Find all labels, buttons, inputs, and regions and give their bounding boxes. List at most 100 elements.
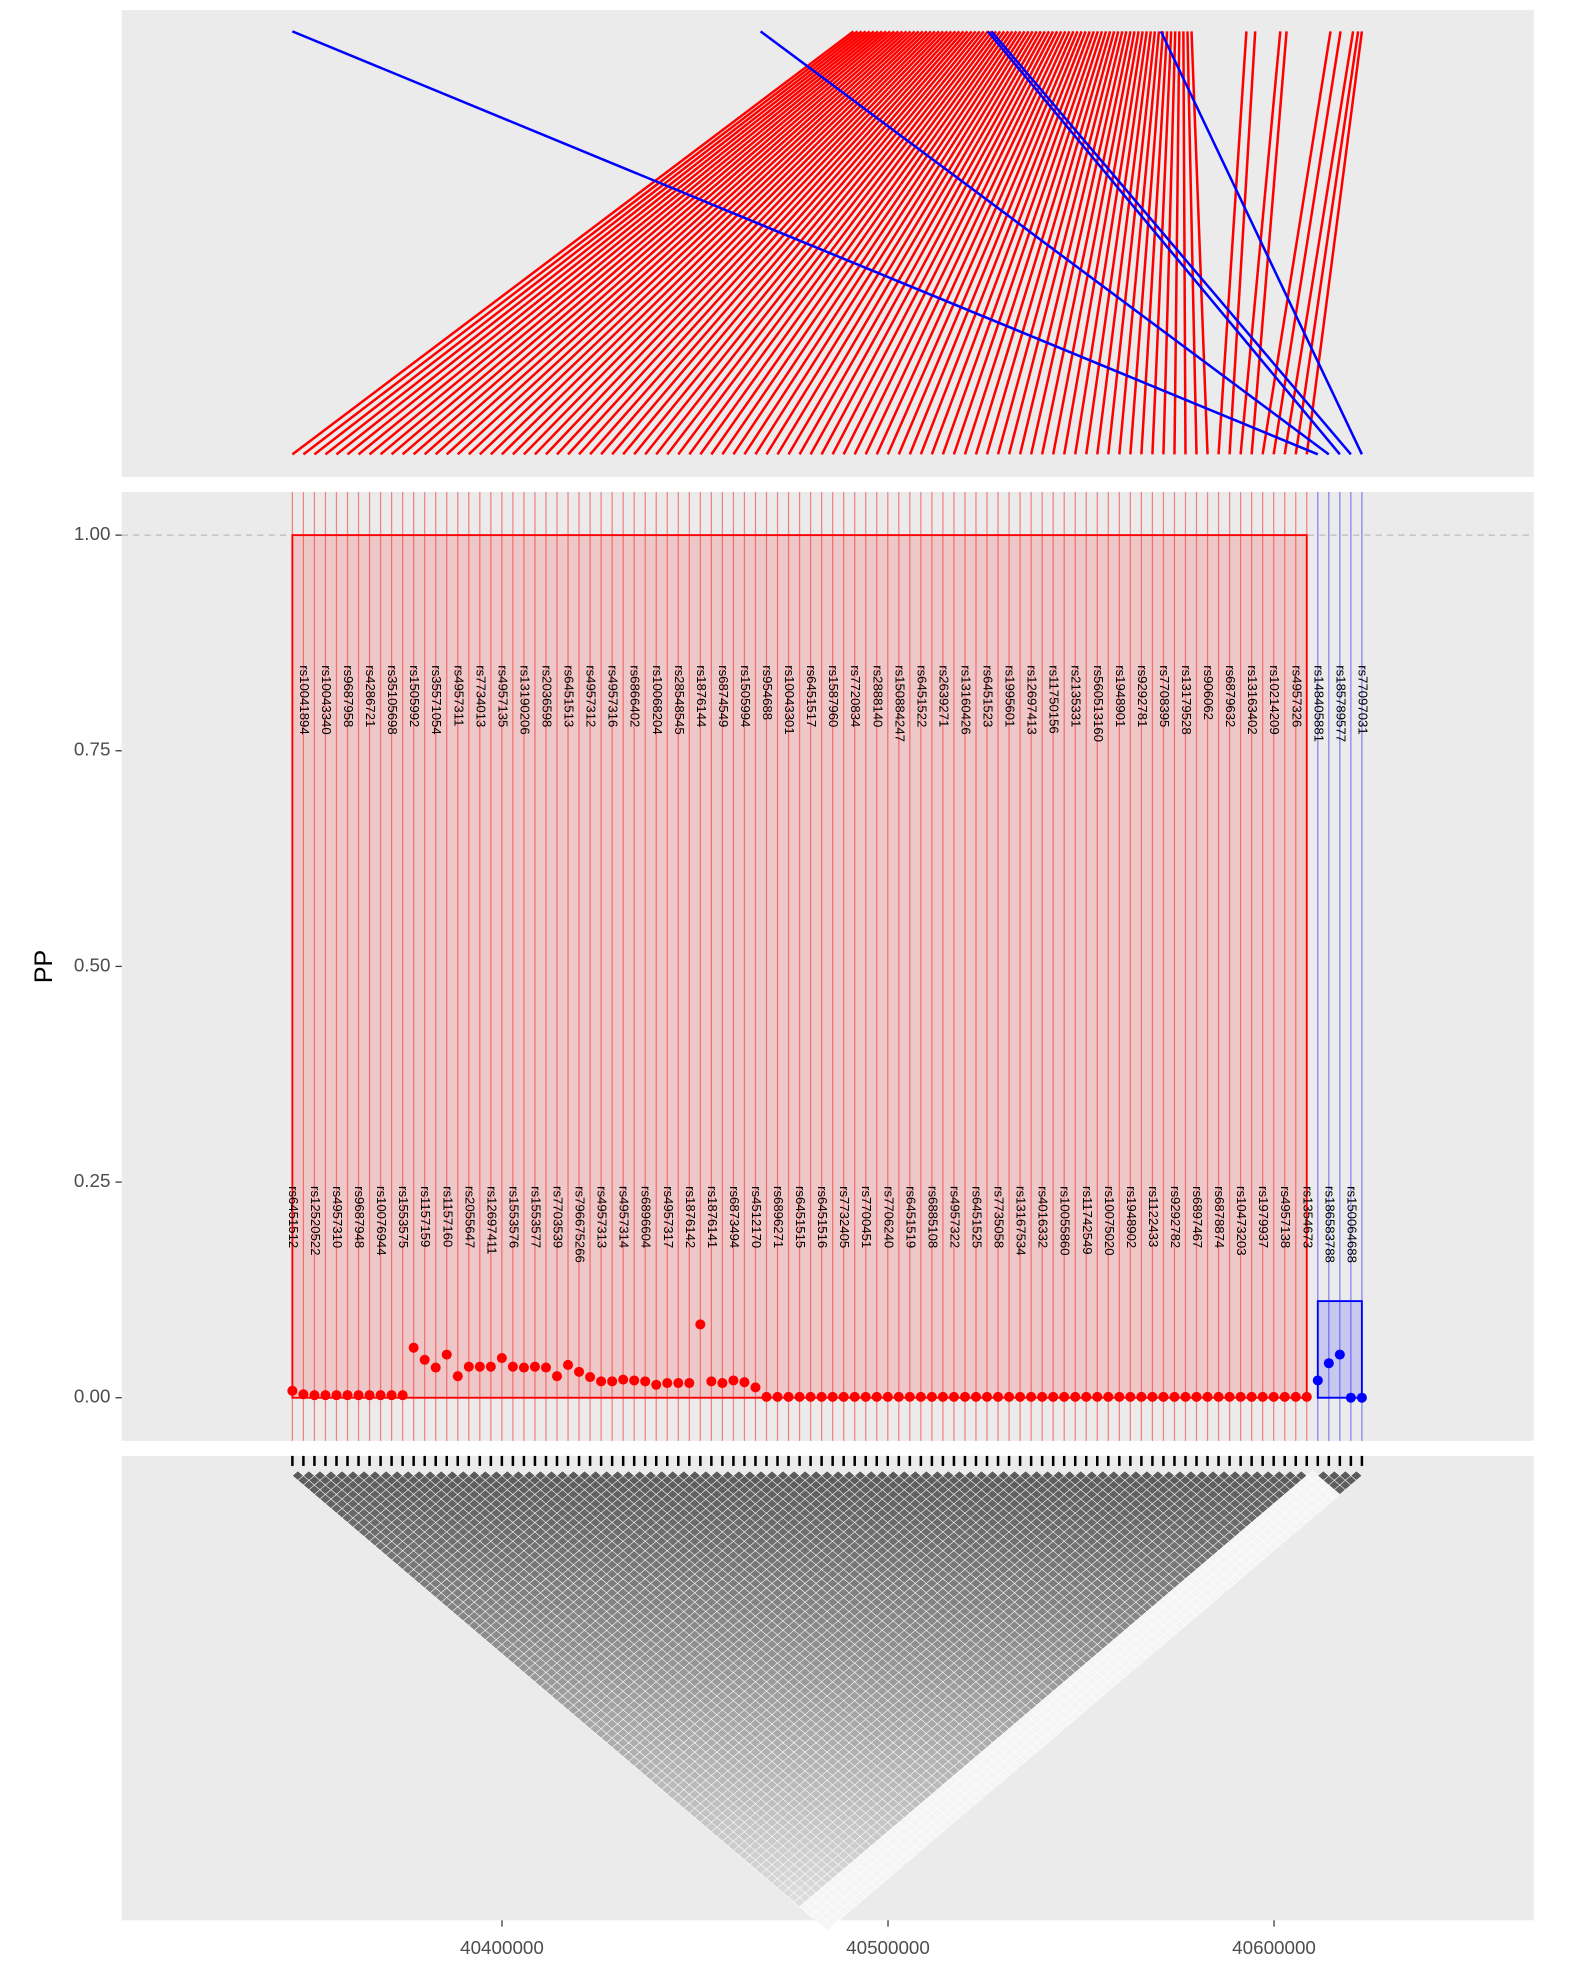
position-connector [1129,31,1165,455]
pp-point [1026,1391,1037,1402]
position-connector [1096,31,1153,455]
pp-point [882,1391,893,1402]
pp-point [794,1391,805,1402]
snp-label: rs6451517 [804,665,819,727]
position-connector [996,31,1116,455]
snp-label: rs10055860 [1058,1186,1073,1255]
position-connector [600,30,969,456]
pp-point [507,1361,518,1372]
position-connector [1085,31,1148,455]
snp-label: rs1979937 [1256,1186,1271,1248]
position-connector [379,30,887,456]
pp-point [1246,1391,1257,1402]
position-connector [743,30,1022,456]
pp-point [1136,1391,1147,1402]
pp-point [937,1391,948,1402]
snp-label: rs1553575 [396,1186,411,1248]
position-connector [478,30,924,456]
snp-label: rs1995601 [1003,665,1018,727]
ld-heatmap [291,1470,1363,1931]
pp-point [728,1375,739,1386]
snp-label: rs1505992 [407,665,422,727]
position-connector [324,30,867,456]
snp-label: rs13167534 [1014,1186,1029,1255]
pp-point [981,1391,993,1402]
snp-label: rs6896604 [639,1186,654,1248]
pp-point [342,1390,353,1401]
pp-point [948,1391,959,1402]
snp-label: rs1948902 [1124,1186,1139,1248]
pp-point [1279,1391,1290,1402]
snp-label: rs560513160 [1091,665,1106,742]
pp-point [1290,1391,1301,1402]
snp-label: rs1505994 [738,665,753,727]
pp-point [959,1391,970,1402]
pp-point [651,1379,662,1390]
snp-label: rs2135331 [1069,665,1084,727]
position-connector [1250,31,1288,455]
pp-point [496,1353,507,1364]
snp-label: rs35105698 [385,665,400,734]
pp-point [585,1372,596,1383]
snp-label: rs13160426 [958,665,973,734]
pp-point [1048,1391,1059,1402]
pp-point [860,1391,871,1402]
snp-label: rs954688 [760,665,775,720]
position-connector [1062,31,1140,455]
snp-label: rs10043301 [782,665,797,734]
pp-point [750,1382,761,1393]
pp-point [485,1361,496,1372]
snp-label: rs2888140 [870,665,885,727]
snp-label: rs1157160 [440,1186,455,1247]
snp-label: rs9687958 [341,665,356,727]
position-connector [390,30,891,456]
pp-point [287,1385,298,1396]
pp-panel [121,492,1534,1441]
position-connector [434,30,908,456]
pp-point [1312,1375,1323,1386]
snp-label: rs9292782 [1168,1186,1183,1248]
pp-point [684,1378,695,1389]
pp-point [1301,1391,1312,1402]
snp-label: rs10076944 [374,1186,389,1255]
snp-label: rs7703539 [551,1186,566,1248]
position-connector [567,30,957,456]
pp-point [662,1378,673,1389]
y-tick-label: 0.00 [74,1386,111,1407]
snp-label: rs7708395 [1157,665,1172,727]
pp-point [419,1354,430,1365]
credible-set-box [1316,1300,1363,1399]
position-connector [291,30,1319,456]
snp-label: rs9292781 [1135,665,1150,727]
snp-label: rs10068204 [650,665,665,734]
credible-set-box [291,534,1308,1399]
snp-label: rs7732405 [837,1186,852,1248]
snp-label: rs4957312 [584,665,599,727]
position-connector [512,30,936,456]
snp-label: rs150064688 [1344,1186,1359,1263]
position-connector [886,30,1075,455]
snp-label: rs6866402 [628,665,643,727]
pp-point [1191,1391,1202,1402]
pp-point [529,1361,540,1372]
pp-point [1356,1392,1367,1403]
snp-label: rs185789577 [1333,665,1348,742]
position-connector [919,30,1087,455]
snp-label: rs4286721 [363,665,378,727]
snp-label: rs11750156 [1047,665,1062,734]
position-connector [1151,31,1173,455]
pp-point [816,1391,827,1402]
position-connector [401,30,896,456]
snp-label: rs4957326 [1289,665,1304,727]
snp-label: rs35571054 [429,665,444,734]
position-connector [1107,31,1157,455]
pp-point [309,1390,320,1401]
pp-point [993,1391,1004,1402]
pp-point [1202,1391,1213,1402]
snp-label: rs1948901 [1113,665,1128,727]
snp-label: rs6451516 [815,1186,830,1248]
position-connector [523,30,940,456]
pp-point [1015,1391,1026,1402]
